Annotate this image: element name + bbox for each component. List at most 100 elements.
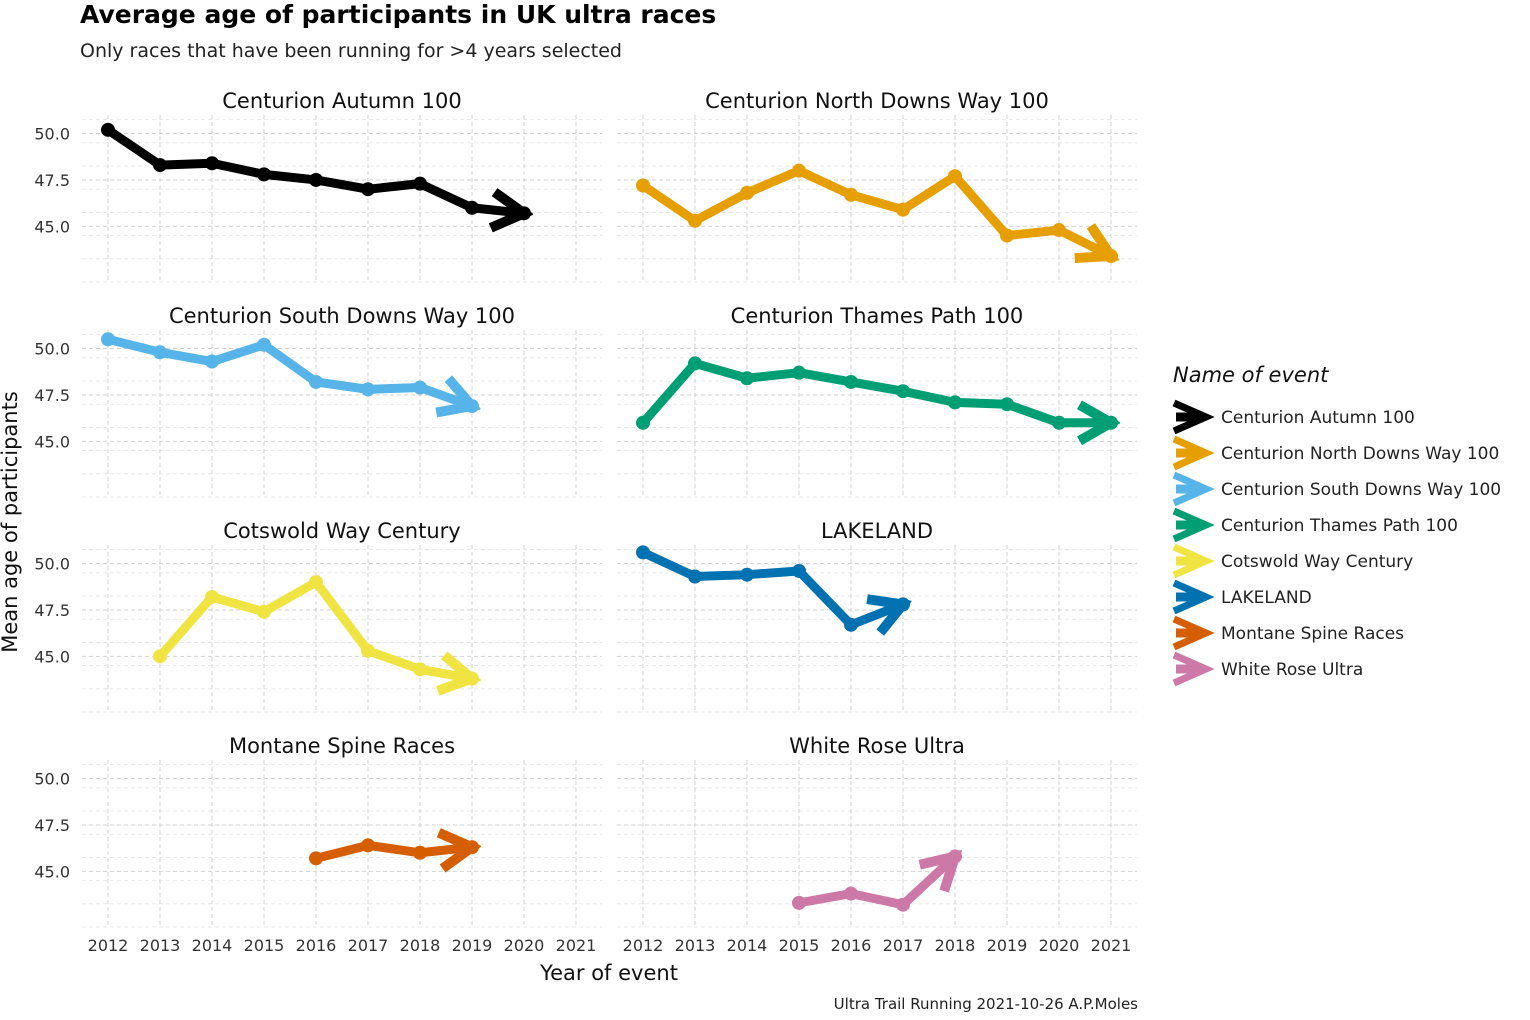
data-point	[361, 182, 375, 197]
data-point	[844, 374, 858, 389]
panel-title: Cotswold Way Century	[223, 519, 460, 543]
legend-key-arrow	[1172, 507, 1215, 543]
x-tick-label: 2016	[296, 936, 337, 955]
legend-key-arrow	[1172, 435, 1215, 471]
data-point	[896, 597, 910, 612]
data-point	[361, 838, 375, 853]
x-axis-title: Year of event	[539, 961, 678, 985]
data-point	[948, 395, 962, 410]
data-point	[205, 156, 219, 171]
series-line	[798, 856, 955, 910]
data-point	[896, 202, 910, 217]
y-tick-label: 45.0	[34, 432, 70, 451]
data-point	[1104, 415, 1118, 430]
x-tick-label: 2015	[244, 936, 285, 955]
data-point	[636, 178, 650, 193]
data-point	[101, 332, 115, 347]
series-line	[641, 548, 903, 624]
x-tick-label: 2017	[883, 936, 924, 955]
x-tick-label: 2020	[1039, 936, 1080, 955]
x-tick-label: 2014	[192, 936, 233, 955]
data-point	[1052, 415, 1066, 430]
data-point	[1104, 249, 1118, 264]
data-point	[413, 662, 427, 677]
legend-key-arrow	[1172, 579, 1215, 615]
x-tick-label: 2020	[504, 936, 545, 955]
x-tick-label: 2015	[779, 936, 820, 955]
panel-title: LAKELAND	[821, 519, 933, 543]
panel-title: White Rose Ultra	[789, 734, 965, 758]
data-point	[309, 575, 323, 590]
x-tick-label: 2021	[1091, 936, 1132, 955]
data-point	[257, 337, 271, 352]
panel-centurion-south-downs-way-100: Centurion South Downs Way 100 45.0 47.5 50.…	[34, 304, 602, 498]
data-point	[688, 569, 702, 584]
data-point	[309, 172, 323, 187]
legend-key-arrow	[1172, 543, 1215, 579]
y-tick-label: 50.0	[34, 555, 70, 574]
data-point	[844, 886, 858, 901]
legend-item-label: Centurion Autumn 100	[1221, 408, 1415, 428]
panel-cotswold-way-century: Cotswold Way Century 45.0 47.5 50.0	[34, 519, 602, 713]
data-point	[413, 176, 427, 191]
data-point	[688, 213, 702, 228]
panel-title: Centurion North Downs Way 100	[705, 89, 1049, 113]
data-point	[896, 897, 910, 912]
y-tick-label: 50.0	[34, 770, 70, 789]
data-point	[792, 895, 806, 910]
data-point	[844, 617, 858, 632]
x-tick-label: 2019	[987, 936, 1028, 955]
data-point	[740, 185, 754, 200]
y-tick-label: 45.0	[34, 862, 70, 881]
data-point	[309, 851, 323, 866]
legend-item-label: White Rose Ultra	[1221, 660, 1363, 680]
panel-centurion-north-downs-way-100: Centurion North Downs Way 100	[617, 89, 1137, 283]
data-point	[101, 122, 115, 137]
data-point	[153, 345, 167, 360]
data-point	[257, 604, 271, 619]
series-line	[314, 845, 472, 858]
y-tick-label: 47.5	[34, 171, 70, 190]
data-point	[361, 382, 375, 397]
legend-title: Name of event	[1173, 363, 1329, 387]
legend-item-label: Cotswold Way Century	[1221, 552, 1413, 572]
x-tick-label: 2018	[400, 936, 441, 955]
data-point	[153, 158, 167, 173]
data-point	[517, 206, 531, 221]
x-tick-label: 2012	[88, 936, 129, 955]
data-point	[688, 356, 702, 371]
legend-key-arrow	[1172, 471, 1215, 507]
x-tick-label: 2018	[935, 936, 976, 955]
y-tick-label: 50.0	[34, 340, 70, 359]
x-tick-label: 2014	[727, 936, 768, 955]
y-tick-label: 47.5	[34, 816, 70, 835]
x-tick-label: 2019	[452, 936, 493, 955]
data-point	[465, 671, 479, 686]
x-tick-label: 2012	[623, 936, 664, 955]
legend-key-arrow	[1172, 615, 1215, 651]
chart-caption: Ultra Trail Running 2021-10-26 A.P.Moles	[833, 995, 1138, 1013]
data-point	[1052, 223, 1066, 238]
data-point	[413, 380, 427, 395]
panel-montane-spine-races: Montane Spine Races 45.0 47.5 50.0 2012 2013 2…	[34, 734, 602, 955]
legend-item-label: Centurion South Downs Way 100	[1221, 480, 1501, 500]
legend-item-label: Centurion Thames Path 100	[1221, 516, 1458, 536]
data-point	[1000, 397, 1014, 412]
y-tick-label: 50.0	[34, 125, 70, 144]
y-tick-label: 45.0	[34, 217, 70, 236]
data-point	[205, 589, 219, 604]
series-line	[106, 334, 472, 406]
data-point	[205, 354, 219, 369]
data-point	[636, 545, 650, 560]
y-tick-label: 47.5	[34, 601, 70, 620]
data-point	[896, 384, 910, 399]
y-tick-label: 47.5	[34, 386, 70, 405]
panel-title: Centurion Autumn 100	[222, 89, 461, 113]
data-point	[792, 563, 806, 578]
legend-key-arrow	[1172, 651, 1215, 687]
data-point	[465, 840, 479, 855]
panel-title: Centurion South Downs Way 100	[169, 304, 515, 328]
y-axis-title: Mean age of participants	[0, 391, 22, 653]
series-line	[640, 166, 1111, 256]
